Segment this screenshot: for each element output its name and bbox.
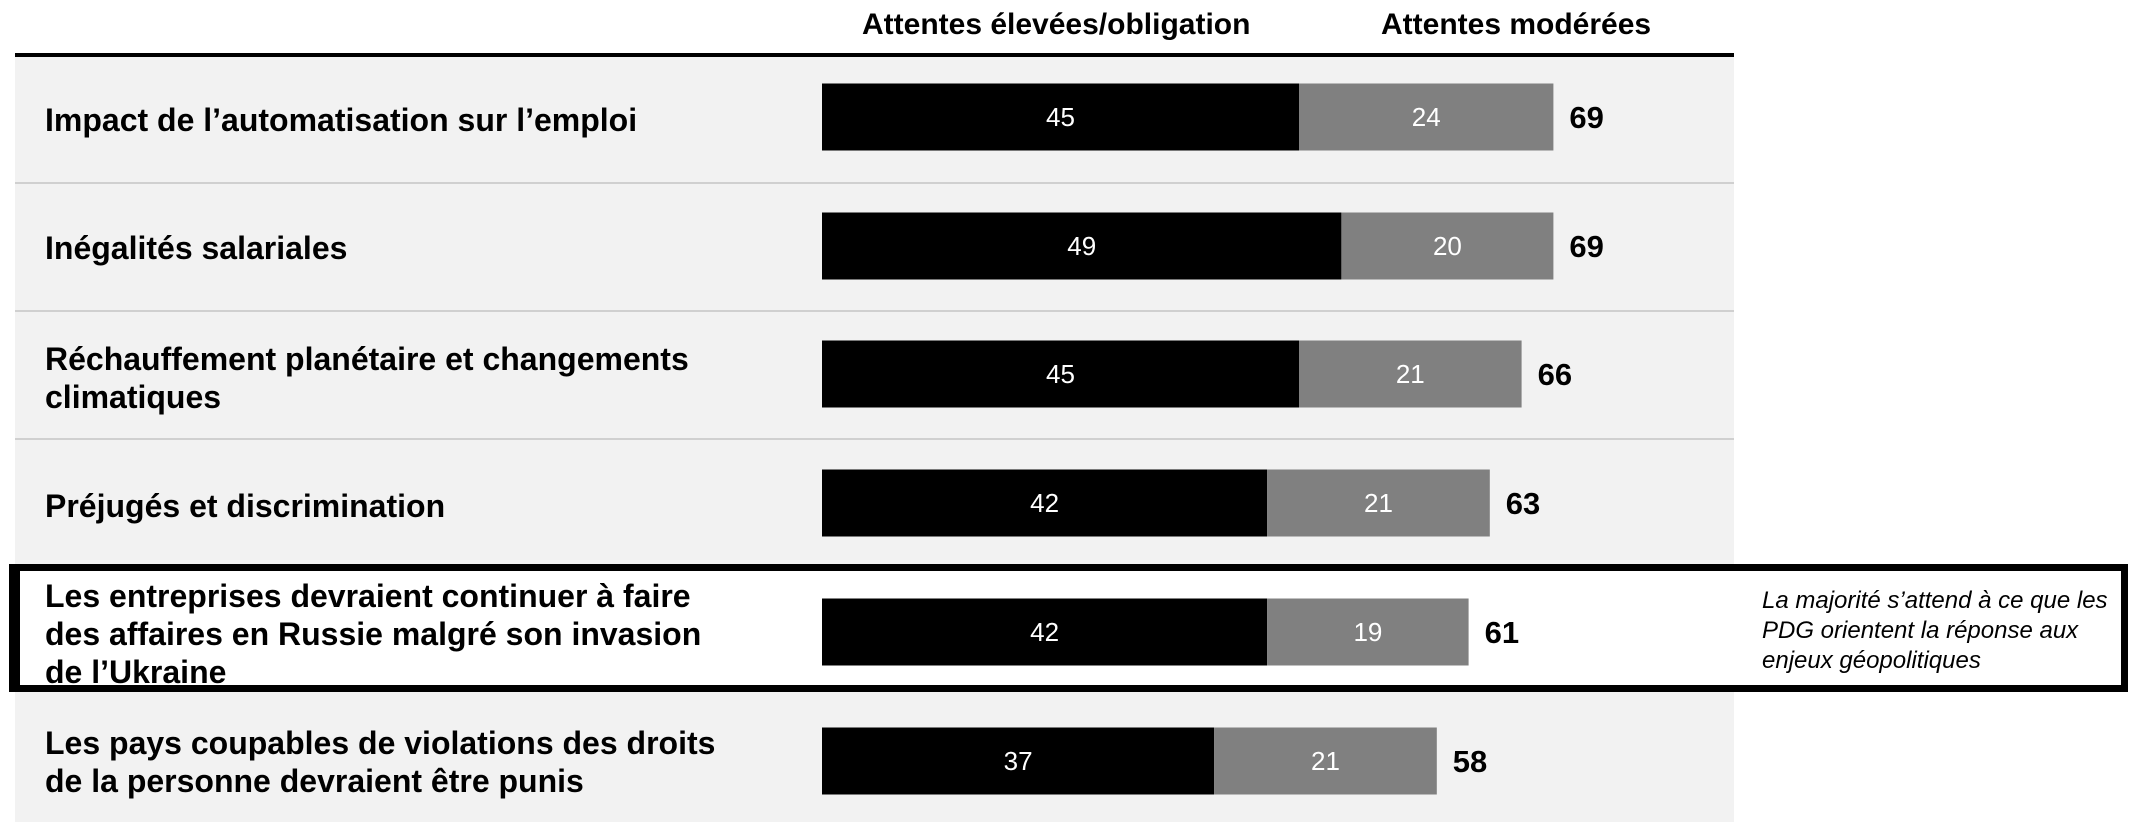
category-label: Impact de l’automatisation sur l’emploi [45, 102, 638, 138]
bar-segment-moderate [1267, 598, 1469, 666]
data-label-high: 45 [1046, 102, 1075, 132]
bar-segment-high [822, 340, 1299, 408]
highlight-box [9, 564, 2128, 692]
data-label-high: 42 [1030, 488, 1059, 518]
category-label: Préjugés et discrimination [45, 488, 446, 524]
bar-segment-high [822, 212, 1342, 280]
total-label: 69 [1569, 100, 1603, 135]
header-rule [15, 53, 1734, 57]
category-label: Inégalités salariales [45, 230, 348, 266]
legend-label-high-expectations: Attentes élevées/obligation [862, 8, 1251, 41]
row-divider [15, 182, 1734, 184]
total-label: 63 [1506, 486, 1540, 521]
bar-segment-moderate [1267, 469, 1490, 537]
bar-segment-high [822, 469, 1268, 537]
total-label: 61 [1485, 615, 1519, 650]
row-divider [15, 438, 1734, 440]
data-label-moderate: 21 [1311, 746, 1340, 776]
annotation: La majorité s’attend à ce que les PDG or… [1762, 587, 2108, 674]
category-label: Les pays coupables de violations des dro… [45, 725, 716, 799]
category-label: Réchauffement planétaire et changements … [45, 341, 689, 415]
bar-segment-high [822, 83, 1299, 151]
data-label-high: 49 [1067, 231, 1096, 261]
category-label: Les entreprises devraient continuer à fa… [45, 578, 702, 690]
bar-segment-moderate [1299, 83, 1554, 151]
bar-segment-high [822, 598, 1268, 666]
data-label-moderate: 20 [1433, 231, 1462, 261]
legend-label-moderate-expectations: Attentes modérées [1381, 8, 1652, 41]
data-label-moderate: 19 [1353, 617, 1382, 647]
data-label-high: 45 [1046, 359, 1075, 389]
bar-segment-high [822, 727, 1215, 795]
data-label-high: 37 [1004, 746, 1033, 776]
data-label-moderate: 21 [1396, 359, 1425, 389]
total-label: 69 [1569, 229, 1603, 264]
data-label-high: 42 [1030, 617, 1059, 647]
data-label-moderate: 24 [1412, 102, 1441, 132]
row-divider [15, 310, 1734, 312]
total-label: 66 [1538, 357, 1572, 392]
bar-segment-moderate [1341, 212, 1554, 280]
bar-segment-moderate [1214, 727, 1437, 795]
total-label: 58 [1453, 744, 1487, 779]
data-label-moderate: 21 [1364, 488, 1393, 518]
bar-segment-moderate [1299, 340, 1522, 408]
